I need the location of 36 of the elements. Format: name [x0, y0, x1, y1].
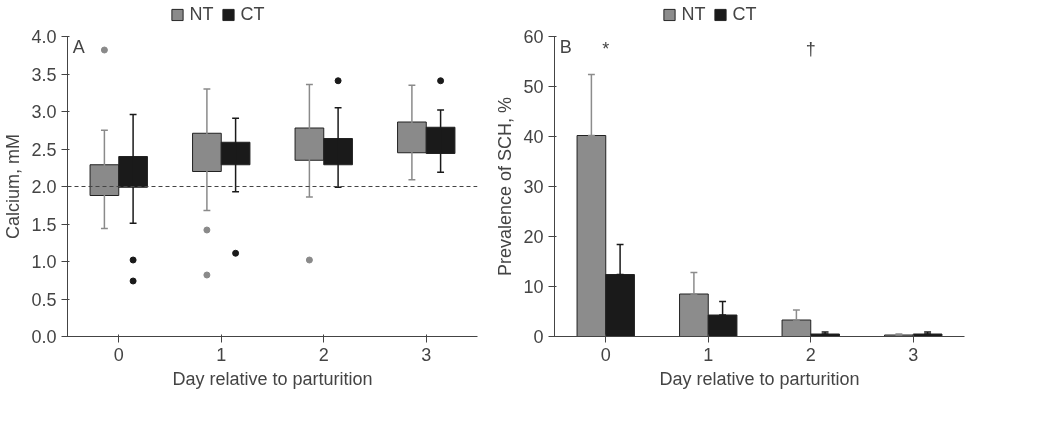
y-tick-label: 2.0 — [31, 177, 57, 197]
x-axis-title: Day relative to parturition — [659, 368, 860, 389]
x-tick-label: 3 — [908, 344, 919, 365]
x-tick-label: 2 — [805, 344, 816, 365]
annotation: * — [602, 38, 610, 59]
y-tick-label: 4.0 — [31, 27, 57, 47]
y-tick-label: 1.0 — [31, 252, 57, 272]
y-tick-label: 10 — [523, 277, 544, 297]
y-tick-label: 40 — [523, 127, 544, 147]
annotation: B — [559, 36, 572, 57]
annotation: † — [805, 38, 816, 59]
x-tick-label: 1 — [703, 344, 714, 365]
y-tick-label: 0.5 — [31, 289, 57, 310]
y-axis-title: Calcium, mM — [3, 133, 24, 239]
y-tick-label: 60 — [523, 27, 544, 47]
x-tick-label: 1 — [216, 344, 227, 365]
annotation: A — [72, 36, 85, 57]
y-tick-label: 0.0 — [31, 327, 57, 347]
y-tick-label: 1.5 — [31, 214, 57, 235]
x-tick-label: 3 — [421, 344, 432, 365]
y-tick-label: 50 — [523, 77, 544, 97]
legend-label: NT — [189, 3, 214, 25]
x-tick-label: 0 — [600, 344, 611, 365]
y-tick-label: 30 — [523, 177, 544, 197]
y-tick-label: 20 — [523, 227, 544, 247]
y-tick-label: 0 — [533, 327, 544, 347]
legend-label: NT — [681, 3, 706, 25]
y-tick-label: 2.5 — [31, 139, 57, 160]
legend-label: CT — [732, 3, 757, 25]
legend-label: CT — [240, 3, 265, 25]
y-axis-title: Prevalence of SCH, % — [495, 96, 516, 277]
x-tick-label: 2 — [318, 344, 329, 365]
x-tick-label: 0 — [113, 344, 124, 365]
y-tick-label: 3.0 — [31, 102, 57, 122]
y-tick-label: 3.5 — [31, 64, 57, 85]
x-axis-title: Day relative to parturition — [172, 368, 373, 389]
